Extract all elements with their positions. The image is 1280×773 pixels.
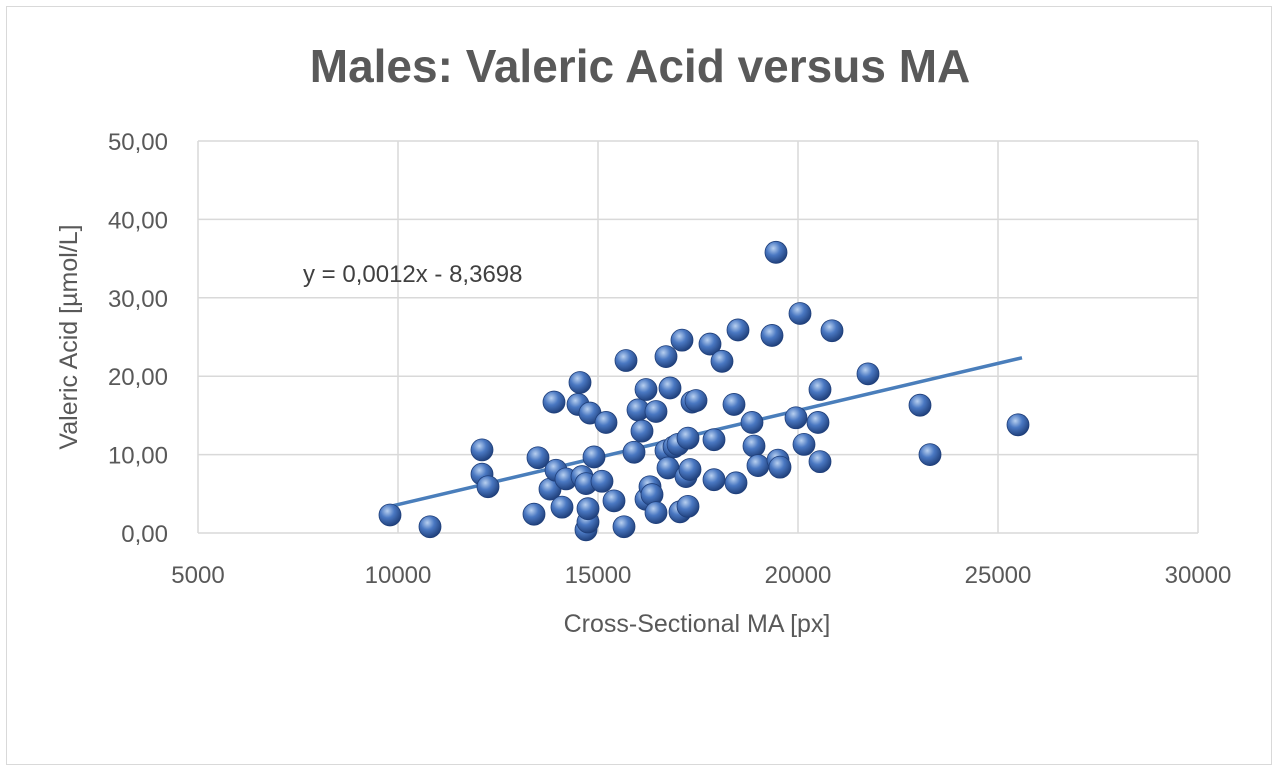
data-point — [742, 434, 766, 458]
x-tick-label: 25000 — [965, 562, 1032, 589]
data-point — [684, 389, 708, 412]
data-point — [614, 349, 638, 372]
x-tick-label: 5000 — [171, 562, 224, 589]
data-point — [576, 497, 600, 521]
y-axis-label: Valeric Acid [µmol/L] — [55, 224, 83, 449]
axis-ticks: 5000 10000 15000 20000 25000 30000 0,00 10,00 20… — [108, 129, 1231, 589]
y-tick-label: 50,00 — [108, 129, 168, 156]
data-point — [918, 443, 942, 467]
data-point — [568, 371, 592, 394]
data-point — [644, 501, 668, 525]
data-point — [526, 446, 550, 470]
data-point — [602, 489, 626, 513]
data-point — [550, 495, 574, 519]
data-point — [722, 393, 746, 416]
x-tick-label: 15000 — [565, 562, 632, 589]
y-tick-label: 20,00 — [108, 364, 168, 391]
data-point — [808, 450, 832, 474]
data-point — [630, 419, 654, 443]
data-point — [856, 362, 880, 386]
data-point — [582, 445, 606, 469]
data-point — [760, 324, 784, 347]
gridlines — [197, 140, 1199, 534]
data-point — [418, 515, 442, 539]
data-point — [784, 406, 808, 430]
data-point — [634, 378, 658, 401]
data-point — [702, 428, 726, 452]
data-point — [768, 455, 792, 479]
x-axis-label: Cross-Sectional MA [px] — [564, 610, 831, 638]
x-tick-label: 20000 — [765, 562, 832, 589]
data-point — [522, 502, 546, 526]
data-point — [654, 345, 678, 369]
data-point — [542, 390, 566, 414]
data-point — [658, 376, 682, 400]
data-point — [908, 393, 932, 417]
data-point — [702, 468, 726, 492]
data-point — [726, 318, 750, 342]
data-point — [678, 458, 702, 481]
data-point — [710, 349, 734, 373]
data-point — [476, 475, 500, 499]
data-point — [594, 411, 618, 434]
data-points — [378, 240, 1030, 542]
data-point — [820, 319, 844, 343]
x-tick-label: 30000 — [1165, 562, 1232, 589]
data-point — [724, 471, 748, 495]
data-point — [676, 426, 700, 450]
data-point — [612, 515, 636, 539]
chart-title: Males: Valeric Acid versus MA — [310, 40, 971, 92]
data-point — [590, 469, 614, 493]
x-tick-label: 10000 — [365, 562, 432, 589]
data-point — [698, 332, 722, 356]
data-point — [1006, 413, 1030, 437]
data-point — [378, 503, 402, 527]
y-tick-label: 30,00 — [108, 286, 168, 313]
data-point — [470, 438, 494, 462]
data-point — [670, 328, 694, 352]
y-tick-label: 10,00 — [108, 443, 168, 470]
data-point — [808, 378, 832, 401]
data-point — [764, 240, 788, 264]
data-point — [622, 440, 646, 464]
trendline-equation: y = 0,0012x - 8,3698 — [303, 261, 523, 288]
data-point — [788, 302, 812, 325]
data-point — [746, 454, 770, 477]
y-tick-label: 40,00 — [108, 207, 168, 234]
data-point — [676, 494, 700, 518]
data-point — [806, 411, 830, 434]
data-point — [740, 411, 764, 434]
data-point — [792, 433, 816, 456]
data-point — [644, 400, 668, 423]
y-tick-label: 0,00 — [121, 521, 168, 548]
